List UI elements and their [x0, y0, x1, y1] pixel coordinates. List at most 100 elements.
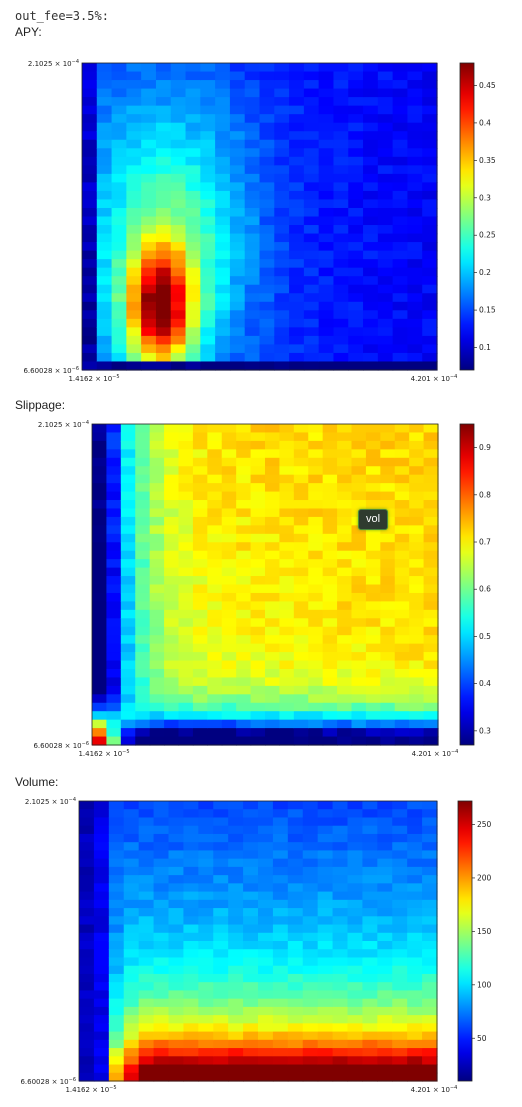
heatmap-cell	[409, 728, 425, 738]
heatmap-cell	[79, 1056, 95, 1066]
heatmap-cell	[351, 601, 367, 611]
heatmap-cell	[183, 825, 199, 835]
heatmap-cell	[183, 850, 199, 860]
heatmap-cell	[337, 449, 353, 459]
heatmap-cell	[377, 858, 393, 868]
heatmap-cell	[422, 908, 438, 917]
heatmap-cell	[407, 842, 423, 852]
heatmap-cell	[170, 173, 187, 183]
heatmap-cell	[79, 1048, 95, 1057]
heatmap-cell	[409, 635, 425, 645]
heatmap-cell	[394, 635, 410, 645]
heatmap-cell	[289, 242, 305, 252]
heatmap-cell	[215, 344, 231, 354]
heatmap-cell	[96, 139, 113, 149]
heatmap-cell	[79, 801, 95, 810]
heatmap-cell	[392, 284, 409, 294]
heatmap-cell	[303, 207, 320, 218]
heatmap-cell	[259, 131, 275, 141]
heatmap-cell	[126, 344, 142, 354]
heatmap-cell	[322, 559, 338, 569]
heatmap-cell	[229, 344, 246, 354]
heatmap-cell	[164, 643, 180, 653]
heatmap-cell	[377, 267, 394, 277]
heatmap-cell	[365, 677, 381, 687]
heatmap-cell	[302, 932, 319, 942]
heatmap-cell	[351, 609, 367, 619]
heatmap-cell	[126, 352, 142, 363]
heatmap-cell	[183, 1048, 199, 1057]
heatmap-cell	[229, 199, 246, 209]
heatmap-cell	[377, 809, 393, 819]
heatmap-cell	[423, 466, 439, 476]
heatmap-cell	[362, 891, 378, 901]
heatmap-cell	[377, 1072, 393, 1082]
heatmap-cell	[287, 883, 304, 893]
heatmap-cell	[293, 550, 309, 560]
heatmap-cell	[332, 932, 349, 942]
heatmap-cell	[228, 891, 244, 901]
heatmap-cell	[164, 626, 180, 636]
heatmap-cell	[135, 618, 151, 628]
heatmap-cell	[183, 858, 199, 868]
heatmap-cell	[302, 957, 319, 967]
heatmap-cell	[274, 310, 290, 320]
heatmap-cell	[332, 957, 349, 967]
heatmap-cell	[293, 559, 309, 569]
heatmap-cell	[111, 148, 127, 158]
heatmap-cell	[250, 719, 266, 729]
heatmap-cell	[422, 1031, 438, 1041]
heatmap-cell	[149, 609, 165, 619]
heatmap-cell	[198, 801, 214, 810]
heatmap-cell	[377, 242, 394, 252]
heatmap-cell	[392, 327, 409, 337]
heatmap-cell	[362, 875, 378, 884]
heatmap-cell	[250, 500, 266, 510]
heatmap-cell	[200, 139, 216, 149]
heatmap-cell	[279, 660, 295, 670]
heatmap-cell	[289, 88, 305, 98]
heatmap-cell	[126, 173, 142, 183]
heatmap-cell	[337, 719, 353, 729]
heatmap-cell	[168, 1031, 185, 1041]
heatmap-cell	[221, 424, 237, 434]
heatmap-cell	[92, 652, 108, 662]
heatmap-cell	[126, 114, 142, 124]
heatmap-cell	[347, 1031, 364, 1041]
heatmap-cell	[92, 500, 108, 510]
heatmap-cell	[303, 199, 320, 209]
heatmap-cell	[422, 817, 438, 827]
heatmap-cell	[407, 998, 423, 1008]
heatmap-cell	[170, 131, 187, 141]
heatmap-cell	[213, 965, 229, 975]
heatmap-cell	[318, 182, 335, 192]
heatmap-cell	[363, 216, 379, 226]
heatmap-cell	[365, 424, 381, 434]
heatmap-cell	[244, 199, 261, 209]
heatmap-cell	[351, 702, 367, 712]
heatmap-cell	[377, 131, 394, 141]
heatmap-cell	[377, 990, 393, 1000]
heatmap-cell	[170, 182, 187, 192]
heatmap-cell	[392, 941, 408, 950]
heatmap-cell	[183, 998, 199, 1008]
heatmap-cell	[149, 432, 165, 442]
heatmap-cell	[183, 883, 199, 893]
heatmap-cell	[79, 899, 95, 909]
heatmap-cell	[289, 318, 305, 328]
heatmap-cell	[243, 990, 259, 1000]
heatmap-cell	[274, 165, 290, 175]
heatmap-cell	[351, 677, 367, 687]
heatmap-cell	[79, 866, 95, 876]
heatmap-cell	[265, 576, 281, 586]
heatmap-cell	[337, 685, 353, 695]
heatmap-cell	[332, 949, 349, 959]
heatmap-cell	[93, 1031, 110, 1041]
heatmap-cell	[337, 457, 353, 467]
heatmap-cell	[308, 500, 324, 510]
heatmap-cell	[183, 941, 199, 950]
heatmap-cell	[106, 559, 122, 569]
heatmap-cell	[120, 576, 136, 586]
heatmap-cell	[392, 850, 408, 860]
heatmap-cell	[135, 576, 151, 586]
